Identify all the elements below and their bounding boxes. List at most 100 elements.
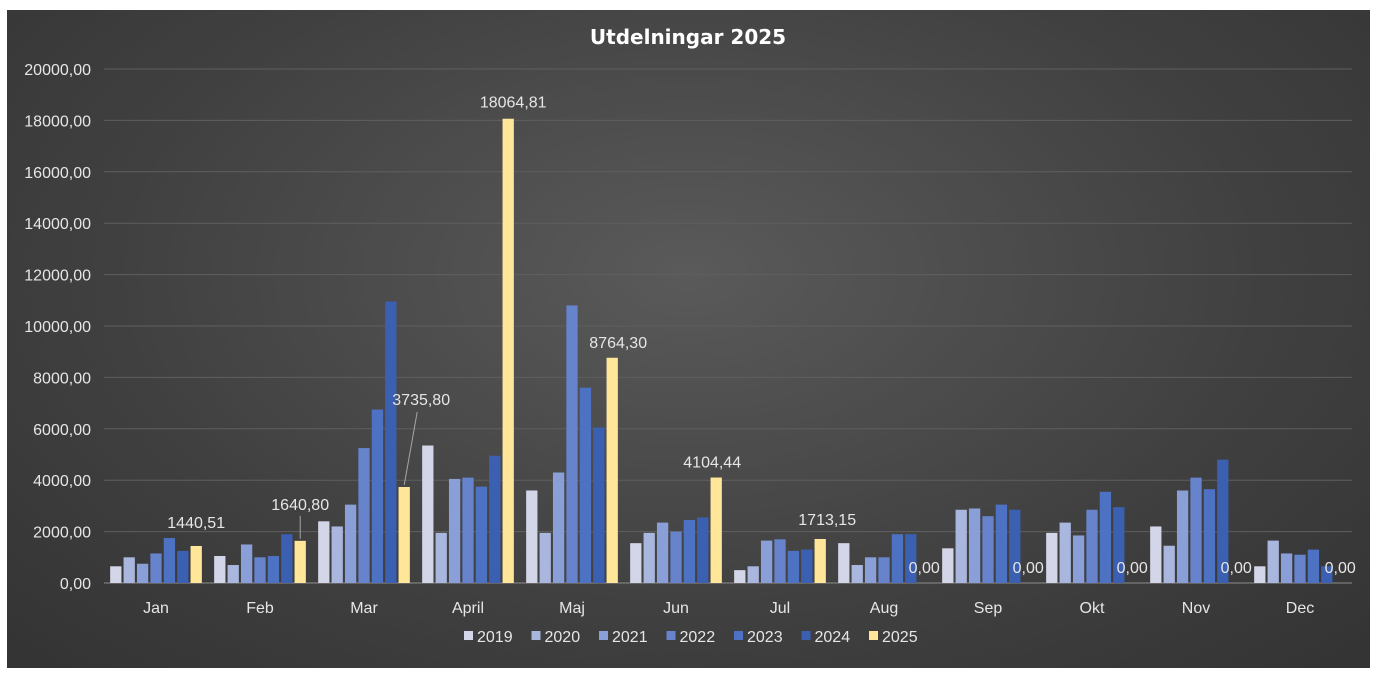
bar-2025-maj: [606, 357, 618, 583]
x-tick-label: Jul: [770, 600, 790, 617]
data-label-2025: 1640,80: [271, 497, 329, 514]
bar-2022-sep: [982, 516, 994, 583]
bar-2022-mar: [358, 448, 370, 583]
bar-2020-feb: [227, 565, 239, 583]
data-label-2025: 1440,51: [167, 515, 225, 532]
bar-2022-aug: [878, 557, 890, 583]
data-label-2025: 0,00: [1013, 560, 1044, 577]
legend-swatch-2025: [869, 631, 878, 640]
gridlines: [104, 68, 1352, 584]
y-tick-label: 4000,00: [33, 473, 91, 490]
x-axis-ticks: Jan Feb Mar April Maj Jun Jul Aug Sep Okt Nov Dec: [143, 600, 1314, 617]
bar-2022-jan: [150, 553, 162, 583]
bar-2019-jan: [110, 566, 122, 583]
bar-2025-april: [502, 118, 514, 584]
legend-swatch-2019: [464, 631, 473, 640]
bar-2019-sep: [942, 548, 954, 583]
bar-2025-mar: [398, 486, 410, 583]
data-label-2025: 18064,81: [480, 95, 547, 112]
bar-2020-april: [435, 532, 447, 583]
bar-2025-feb: [294, 540, 306, 583]
bar-2024-feb: [281, 534, 293, 583]
bar-2021-aug: [864, 557, 877, 583]
data-label-2025: 3735,80: [392, 392, 450, 409]
y-tick-label: 20000,00: [24, 62, 91, 79]
bar-2025-jun: [710, 477, 722, 583]
legend-label-2022: 2022: [680, 629, 716, 646]
chart-title: Utdelningar 2025: [590, 25, 786, 49]
x-tick-label: Nov: [1182, 600, 1210, 617]
bar-2022-okt: [1086, 509, 1098, 583]
x-tick-label: Jan: [143, 600, 169, 617]
bar-2020-nov: [1163, 545, 1175, 583]
bar-2024-okt: [1113, 507, 1125, 583]
bar-2022-jun: [670, 531, 682, 583]
y-tick-label: 12000,00: [24, 268, 91, 285]
bar-2019-aug: [838, 543, 850, 583]
bar-2020-maj: [539, 532, 551, 583]
legend-label-2023: 2023: [747, 629, 783, 646]
bar-2023-maj: [579, 387, 592, 583]
data-label-2025: 8764,30: [589, 335, 647, 352]
bar-2019-nov: [1150, 526, 1162, 583]
bar-2023-april: [475, 486, 488, 583]
legend-label-2020: 2020: [545, 629, 581, 646]
legend-swatch-2021: [599, 631, 608, 640]
bar-2024-april: [489, 455, 501, 583]
legend-swatch-2024: [801, 631, 811, 640]
bar-2019-jul: [734, 570, 746, 583]
bar-2021-jan: [136, 563, 149, 583]
bar-2021-jul: [760, 540, 773, 583]
legend-label-2025: 2025: [882, 629, 918, 646]
bar-2020-aug: [851, 565, 863, 583]
bars: [110, 118, 1333, 584]
bar-2022-maj: [566, 305, 578, 583]
bar-2019-feb: [214, 556, 226, 583]
bar-2021-feb: [240, 544, 253, 583]
legend-label-2021: 2021: [612, 629, 648, 646]
bar-2024-aug: [905, 534, 917, 583]
bar-2019-mar: [318, 521, 330, 583]
x-tick-label: Mar: [350, 600, 378, 617]
data-label-2025: 0,00: [1117, 560, 1148, 577]
bar-2020-okt: [1059, 522, 1071, 583]
y-tick-label: 0,00: [60, 576, 91, 593]
bar-2021-maj: [552, 472, 565, 583]
bar-2020-jul: [747, 566, 759, 583]
bar-2024-jan: [177, 550, 189, 583]
bar-2021-dec: [1280, 553, 1293, 583]
bar-2020-jun: [643, 532, 655, 583]
data-label-2025: 0,00: [1325, 560, 1356, 577]
bar-2021-nov: [1176, 490, 1189, 583]
x-tick-label: Feb: [246, 600, 274, 617]
bar-2024-mar: [385, 301, 397, 583]
bar-2022-dec: [1294, 554, 1306, 583]
bar-2021-jun: [656, 522, 669, 583]
x-tick-label: April: [452, 600, 484, 617]
bar-2021-sep: [968, 508, 981, 583]
bar-2022-april: [462, 477, 474, 583]
bar-2023-mar: [371, 409, 384, 583]
bar-2022-feb: [254, 557, 266, 583]
bar-2023-okt: [1099, 491, 1112, 583]
bar-2022-jul: [774, 539, 786, 583]
bar-2023-sep: [995, 504, 1008, 583]
data-labels: 1440,51 1640,80 3735,80 18064,81 8764,30 4104…: [167, 95, 1356, 577]
bar-2024-jul: [801, 549, 813, 583]
bar-2021-april: [448, 478, 461, 583]
bar-2020-jan: [123, 557, 135, 583]
y-tick-label: 18000,00: [24, 113, 91, 130]
bar-2019-maj: [526, 490, 538, 583]
bar-2023-aug: [891, 534, 904, 583]
bar-2024-dec: [1321, 566, 1333, 583]
legend: 2019 2020 2021 2022 2023 2024 2025: [464, 629, 918, 646]
bar-2021-okt: [1072, 535, 1085, 583]
y-tick-label: 2000,00: [33, 525, 91, 542]
bar-2025-jul: [814, 538, 826, 583]
x-tick-label: Aug: [870, 600, 898, 617]
chart-area: 0,00 2000,00 4000,00 6000,00 8000,00 10000,00…: [7, 10, 1370, 668]
bar-2023-dec: [1307, 549, 1320, 583]
x-tick-label: Sep: [974, 600, 1003, 617]
bar-2025-jan: [190, 545, 202, 583]
bar-2019-april: [422, 445, 434, 583]
